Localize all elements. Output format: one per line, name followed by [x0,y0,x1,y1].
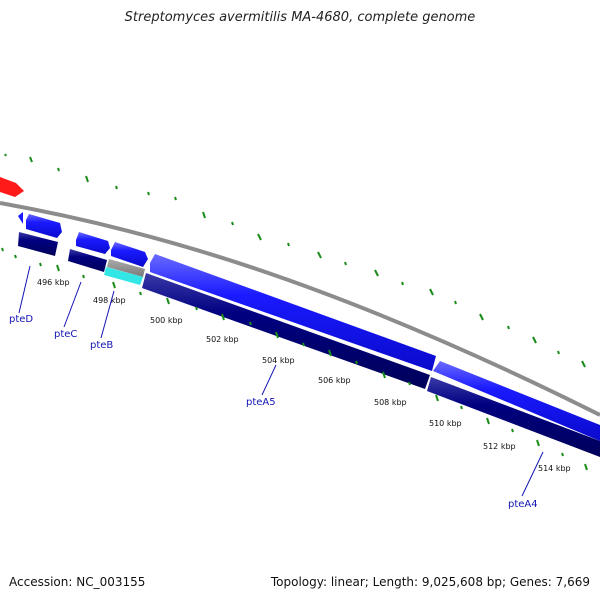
scale-label: 508 kbp [374,398,407,407]
gene-pteD-arrow[interactable] [18,212,23,224]
gene-forward-3[interactable] [111,242,148,267]
scale-label: 502 kbp [206,335,239,344]
scale-label: 504 kbp [262,356,295,365]
gene-reverse-2[interactable] [68,249,107,272]
scale-label: 510 kbp [429,419,462,428]
rna-feature[interactable] [0,177,24,197]
other-feature[interactable] [104,267,143,285]
gene-reverse-4[interactable] [427,377,600,457]
backbone-track [0,201,600,417]
scale-label: 512 kbp [483,442,516,451]
forward-strand-genes [18,212,600,441]
gene-label[interactable]: pteC [54,329,77,340]
gene-forward-2[interactable] [76,232,110,254]
genome-stats-text: Topology: linear; Length: 9,025,608 bp; … [270,575,590,589]
gene-label[interactable]: pteB [90,340,113,351]
map-title: Streptomyces avermitilis MA-4680, comple… [124,10,476,25]
gene-reverse-1[interactable] [18,232,58,256]
scale-label: 514 kbp [538,464,571,473]
scale-label: 498 kbp [93,296,126,305]
gene-labels: pteD pteC pteB pteA5 pteA4 [9,314,538,510]
accession-text: Accession: NC_003155 [9,575,146,589]
reverse-strand-genes [18,232,600,457]
gc-content-ticks-inner [1,247,588,471]
scale-label: 500 kbp [150,316,183,325]
gene-reverse-3[interactable] [142,273,430,389]
scale-label: 496 kbp [37,278,70,287]
gc-content-ticks-outer [4,153,586,368]
scale-label: 506 kbp [318,376,351,385]
scale-labels: 496 kbp 498 kbp 500 kbp 502 kbp 504 kbp … [37,278,571,473]
pseudogene[interactable] [107,259,145,277]
gene-label[interactable]: pteA5 [246,397,276,408]
gene-forward-1[interactable] [26,214,62,238]
gene-forward-5[interactable] [433,361,600,441]
gene-label[interactable]: pteA4 [508,499,538,510]
gene-label[interactable]: pteD [9,314,33,325]
gene-label-leaders [18,265,544,497]
gene-forward-4[interactable] [150,254,436,371]
